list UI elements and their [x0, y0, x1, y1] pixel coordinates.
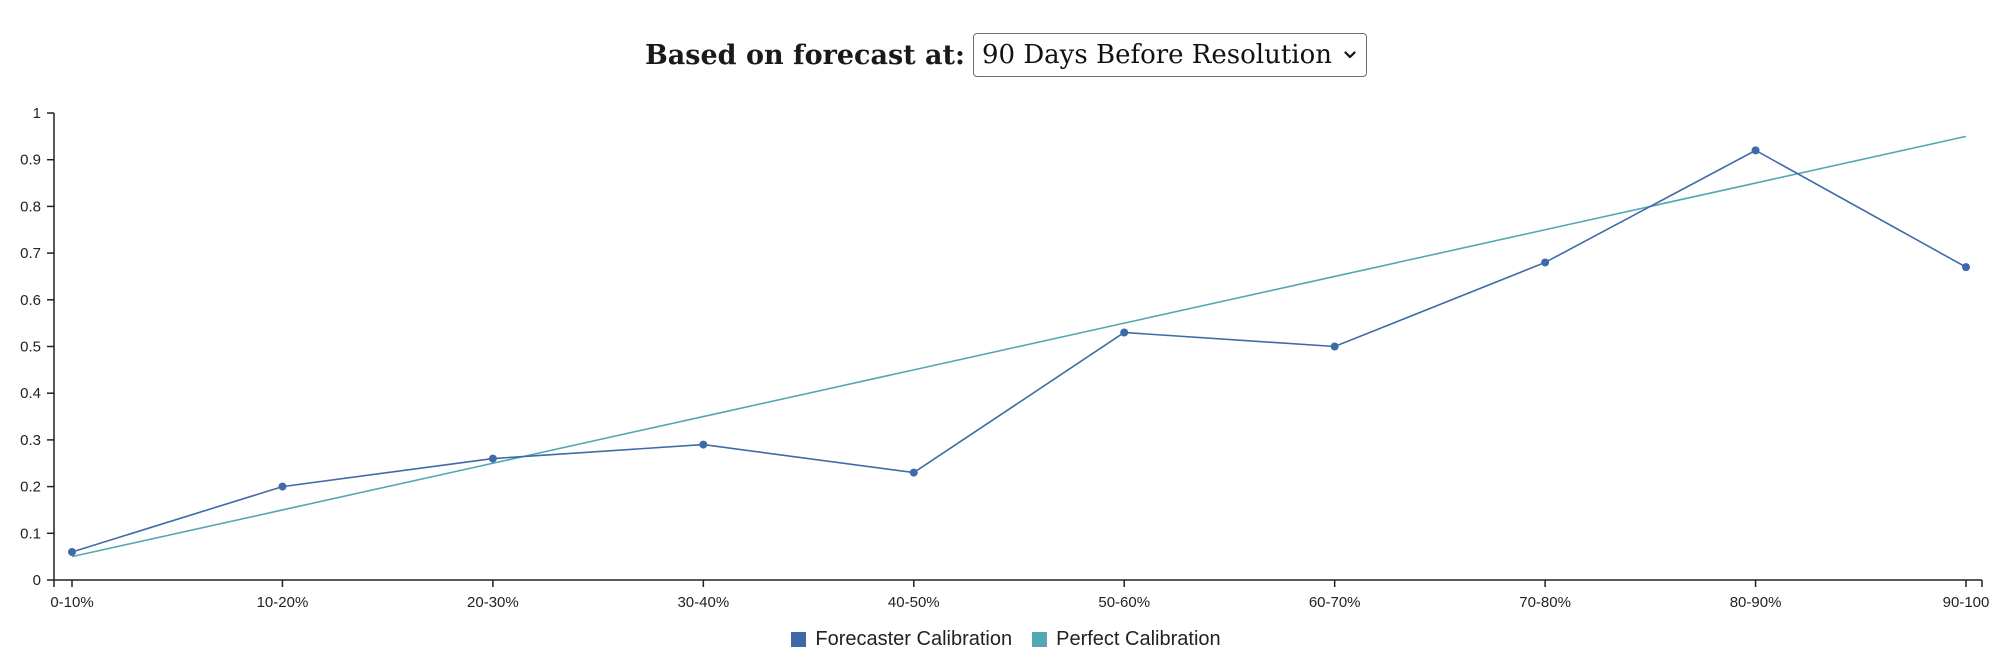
legend-swatch-perfect	[1032, 632, 1048, 647]
y-tick-label: 0.5	[20, 339, 41, 356]
x-tick-label: 40-50%	[888, 594, 940, 611]
data-point-forecaster	[1541, 258, 1550, 267]
data-point-forecaster	[1120, 328, 1129, 337]
forecast-label: Based on forecast at:	[644, 39, 965, 71]
y-tick-label: 1	[33, 105, 41, 122]
chevron-down-icon	[1344, 49, 1356, 61]
x-tick-label: 90-100	[1943, 594, 1990, 611]
data-point-forecaster	[68, 547, 76, 556]
y-tick-label: 0.7	[20, 245, 41, 262]
x-tick-label: 50-60%	[1098, 594, 1150, 611]
y-tick-label: 0.1	[20, 525, 41, 542]
calibration-chart: 0 0.1 0.2 0.3 0.4 0.5 0.6 0.7 0.8 0.9 1 0-10% 10-20%…	[20, 105, 1990, 611]
x-tick-label: 10-20%	[257, 594, 309, 611]
y-tick-label: 0.3	[20, 432, 41, 449]
y-tick-label: 0.9	[20, 152, 41, 169]
series-line-forecaster	[71, 149, 1967, 553]
forecast-control-row: Based on forecast at: 90 Days Before Res…	[0, 30, 2012, 80]
x-tick-label: 0-10%	[50, 594, 93, 611]
forecast-timing-select[interactable]: 90 Days Before Resolution	[972, 33, 1367, 77]
data-point-forecaster	[488, 454, 497, 463]
data-point-forecaster	[699, 440, 708, 449]
y-tick-label: 0.2	[20, 479, 41, 496]
data-point-forecaster	[1330, 342, 1339, 351]
series-line-perfect	[71, 135, 1967, 558]
data-point-forecaster	[278, 482, 287, 491]
y-tick-label: 0.6	[20, 292, 41, 309]
x-tick-label: 80-90%	[1730, 594, 1782, 611]
y-tick-label: 0.8	[20, 198, 41, 215]
x-tick-label: 20-30%	[467, 594, 519, 611]
legend-item-perfect: Perfect Calibration	[1032, 628, 1221, 651]
data-point-forecaster	[1962, 263, 1970, 272]
legend-label-forecaster: Forecaster Calibration	[815, 628, 1013, 650]
data-point-forecaster	[909, 468, 918, 477]
legend-item-forecaster: Forecaster Calibration	[791, 628, 1012, 651]
legend-label-perfect: Perfect Calibration	[1056, 628, 1221, 650]
data-point-forecaster	[1751, 146, 1760, 155]
x-tick-label: 60-70%	[1309, 594, 1361, 611]
x-tick-label: 30-40%	[677, 594, 729, 611]
forecast-timing-select-value: 90 Days Before Resolution	[981, 40, 1332, 70]
y-tick-label: 0.4	[20, 385, 41, 402]
x-tick-label: 70-80%	[1519, 594, 1571, 611]
legend-swatch-forecaster	[791, 632, 807, 647]
chart-legend: Forecaster Calibration Perfect Calibrati…	[0, 628, 2012, 651]
y-tick-label: 0	[33, 572, 41, 589]
